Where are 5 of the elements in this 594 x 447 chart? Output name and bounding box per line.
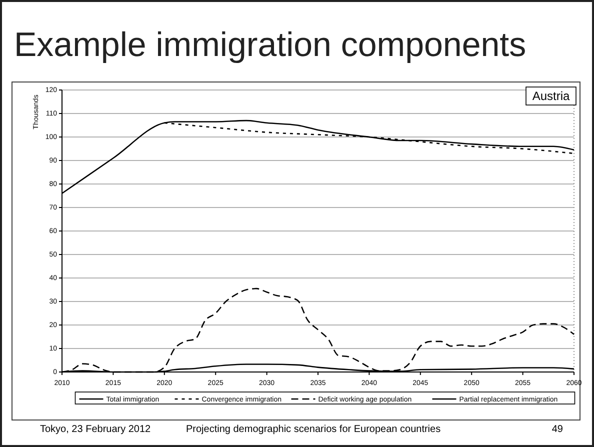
text: Tokyo, 23 February 2012 (40, 424, 152, 435)
chart-title: Example immigration components (14, 26, 526, 64)
text: 49 (552, 424, 564, 435)
text: Projecting demographic scenarios for European countries (186, 424, 441, 435)
annotation: Austria (532, 89, 570, 103)
